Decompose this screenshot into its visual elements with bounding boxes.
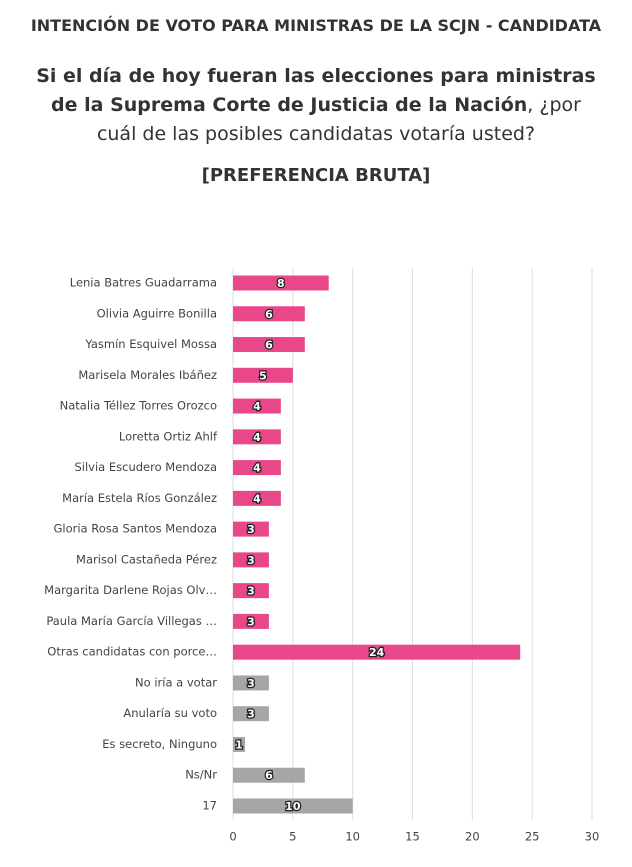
x-tick-label: 30 xyxy=(585,830,600,844)
bar xyxy=(233,367,293,383)
bar xyxy=(233,583,269,599)
x-tick-label: 20 xyxy=(465,830,480,844)
data-label: 6 xyxy=(265,308,273,321)
bar xyxy=(233,613,269,629)
bar xyxy=(233,706,269,722)
y-tick-label: Marisela Morales Ibáñez xyxy=(78,368,217,382)
data-label: 3 xyxy=(247,523,255,536)
data-label: 3 xyxy=(247,554,255,567)
bar xyxy=(233,644,521,660)
bar xyxy=(233,275,329,291)
y-tick-label: Yasmín Esquivel Mossa xyxy=(84,337,217,351)
y-tick-label: Silvia Escudero Mendoza xyxy=(74,460,217,474)
bar xyxy=(233,429,281,445)
x-tick-label: 5 xyxy=(289,830,296,844)
bar xyxy=(233,490,281,506)
y-tick-label: Olivia Aguirre Bonilla xyxy=(97,306,217,320)
x-tick-label: 0 xyxy=(229,830,236,844)
y-tick-label: Lenia Batres Guadarrama xyxy=(70,276,217,290)
data-label: 3 xyxy=(247,677,255,690)
y-tick-label: Margarita Darlene Rojas Olv… xyxy=(44,583,217,597)
data-label: 6 xyxy=(265,339,273,352)
data-label: 5 xyxy=(259,369,267,382)
x-tick-label: 15 xyxy=(405,830,420,844)
data-label: 4 xyxy=(253,492,261,505)
chart-subtitle: [PREFERENCIA BRUTA] xyxy=(201,165,431,186)
data-label: 3 xyxy=(247,615,255,628)
bar xyxy=(233,337,305,353)
bar xyxy=(233,675,269,691)
y-tick-label: Gloria Rosa Santos Mendoza xyxy=(53,522,217,536)
data-label: 3 xyxy=(247,708,255,721)
y-tick-label: Otras candidatas con porce… xyxy=(47,645,217,659)
bar xyxy=(233,552,269,568)
bar xyxy=(233,767,305,783)
bar xyxy=(233,460,281,476)
y-tick-label: Anularía su voto xyxy=(123,706,217,720)
y-tick-label: No iría a votar xyxy=(135,675,217,689)
question: Si el día de hoy fueran las elecciones p… xyxy=(30,62,602,149)
x-tick-label: 25 xyxy=(525,830,540,844)
data-label: 6 xyxy=(265,769,273,782)
y-tick-label: Loretta Ortiz Ahlf xyxy=(119,429,218,443)
y-tick-label: María Estela Ríos González xyxy=(62,491,217,505)
data-label: 4 xyxy=(253,462,261,475)
bar xyxy=(233,798,353,814)
y-tick-label: Paula María García Villegas … xyxy=(46,614,217,628)
y-tick-label: 17 xyxy=(202,799,217,813)
data-label: 10 xyxy=(285,800,301,813)
data-label: 1 xyxy=(235,738,243,751)
bar xyxy=(233,398,281,414)
y-tick-label: Ns/Nr xyxy=(185,768,217,782)
chart-title: INTENCIÓN DE VOTO PARA MINISTRAS DE LA S… xyxy=(30,16,602,35)
y-tick-label: Natalia Téllez Torres Orozco xyxy=(60,399,217,413)
question-bold: Si el día de hoy fueran las elecciones p… xyxy=(36,65,596,116)
data-label: 8 xyxy=(277,277,285,290)
question-rest: , ¿por cuál de las posibles candidatas v… xyxy=(96,94,581,145)
data-label: 4 xyxy=(253,400,261,413)
x-tick-label: 10 xyxy=(345,830,360,844)
y-tick-label: Marisol Castañeda Pérez xyxy=(76,552,217,566)
data-label: 24 xyxy=(369,646,385,659)
bar xyxy=(233,306,305,322)
bar xyxy=(233,521,269,537)
bar xyxy=(233,736,245,752)
data-label: 4 xyxy=(253,431,261,444)
data-label: 3 xyxy=(247,585,255,598)
y-tick-label: Es secreto, Ninguno xyxy=(102,737,217,751)
